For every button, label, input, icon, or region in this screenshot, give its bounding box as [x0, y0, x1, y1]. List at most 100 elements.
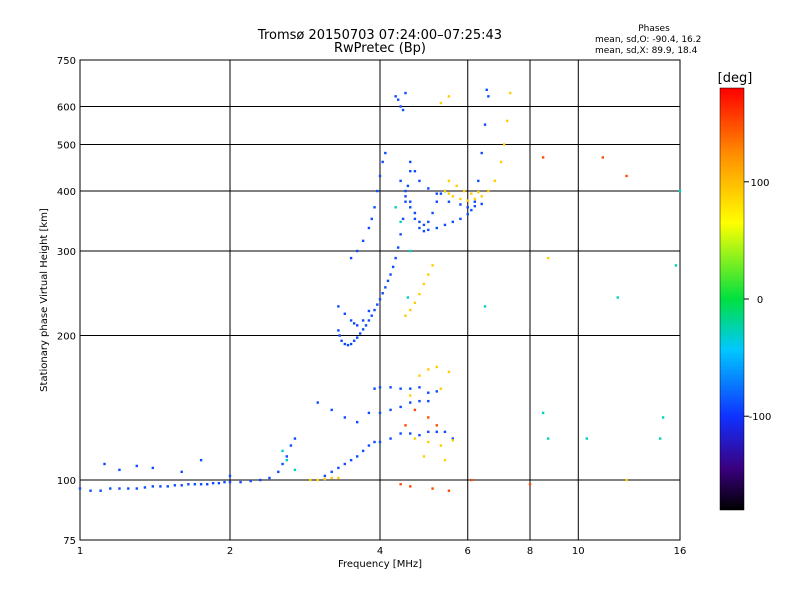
echo-point [349, 256, 353, 260]
echo-point [477, 179, 480, 183]
echo-point [404, 91, 407, 95]
echo-point [330, 476, 333, 480]
y-tick-label: 400 [57, 187, 76, 198]
echo-point [349, 342, 353, 346]
echo-point [422, 229, 426, 233]
echo-point [409, 401, 412, 404]
echo-point [470, 208, 473, 212]
echo-point [293, 437, 297, 440]
colorbar-tick-label: -100 [749, 412, 772, 423]
echo-point [427, 416, 430, 419]
echo-point [239, 480, 242, 484]
echo-point [211, 481, 215, 485]
echo-point [443, 189, 447, 193]
echo-point [389, 273, 392, 276]
echo-point [462, 189, 466, 193]
echo-point [413, 169, 417, 173]
y-tick-label: 200 [57, 332, 76, 343]
echo-point [217, 481, 221, 485]
y-axis-label: Stationary phase Virtual Height [km] [39, 208, 50, 392]
echo-point [399, 387, 402, 390]
echo-point [180, 484, 183, 487]
colorbar-tick-label: 0 [757, 295, 763, 306]
x-tick-labels: 1 2 4 6 8 10 16 [77, 546, 687, 557]
echo-point [159, 485, 162, 488]
echo-point [418, 374, 421, 377]
echo-point [285, 458, 288, 462]
echo-point [391, 265, 395, 269]
echo-point [337, 305, 340, 308]
echo-point [277, 470, 280, 474]
echo-point [473, 204, 477, 208]
echo-point [376, 189, 379, 193]
echo-point [338, 334, 341, 337]
echo-point [370, 314, 373, 317]
echo-point [418, 386, 421, 389]
echo-point [447, 95, 451, 98]
echo-point [447, 370, 451, 374]
echo-point [399, 483, 402, 486]
echo-point [439, 444, 443, 447]
echo-point [480, 195, 483, 198]
echo-point [435, 390, 438, 393]
echo-point [466, 199, 469, 202]
echo-point [309, 478, 312, 482]
echo-point [180, 470, 183, 474]
echo-point [409, 169, 412, 173]
echo-point [135, 464, 138, 468]
echo-point [413, 217, 417, 221]
echo-point [199, 458, 203, 462]
echo-point [447, 192, 451, 195]
echo-point [418, 399, 421, 403]
echo-point [485, 88, 488, 92]
echo-point [601, 156, 605, 159]
echo-point [370, 217, 373, 221]
echo-point [435, 200, 438, 203]
echo-point [399, 432, 402, 435]
y-tick-label: 600 [57, 103, 76, 114]
echo-point [451, 195, 455, 198]
echo-point [367, 444, 371, 447]
echo-point [431, 264, 434, 267]
echo-point [78, 487, 82, 490]
echo-point [378, 386, 382, 389]
echo-point [443, 223, 447, 227]
echo-point [352, 339, 356, 343]
echo-point [487, 95, 490, 98]
x-tick-label: 2 [227, 546, 233, 557]
echo-point [418, 226, 421, 230]
echo-point [427, 399, 430, 403]
echo-point [483, 305, 487, 308]
echo-point [389, 386, 392, 389]
echo-point [337, 329, 340, 332]
echo-point [477, 190, 480, 194]
echo-point [349, 458, 353, 462]
echo-point [678, 189, 682, 193]
x-tick-label: 10 [572, 546, 585, 557]
echo-point [459, 203, 462, 206]
echo-point [443, 458, 447, 462]
x-tick-label: 4 [377, 546, 383, 557]
y-tick-label: 300 [57, 247, 76, 258]
echo-point [443, 430, 447, 434]
echo-point [451, 220, 455, 224]
echo-point [439, 192, 443, 195]
echo-point [373, 387, 376, 390]
echo-point [378, 411, 382, 415]
echo-point [378, 174, 382, 178]
echo-point [330, 408, 333, 412]
echo-point [409, 308, 412, 312]
echo-point [259, 478, 262, 482]
echo-point [381, 292, 384, 295]
echo-point [435, 226, 438, 230]
echo-point [422, 223, 426, 227]
echo-point [99, 489, 102, 492]
echo-point [355, 249, 359, 253]
x-tick-label: 6 [465, 546, 471, 557]
echo-point [409, 387, 412, 390]
echo-point [625, 174, 628, 178]
echo-point [409, 394, 412, 397]
echo-point [228, 480, 232, 484]
echo-point [358, 332, 362, 335]
echo-point [418, 292, 421, 296]
